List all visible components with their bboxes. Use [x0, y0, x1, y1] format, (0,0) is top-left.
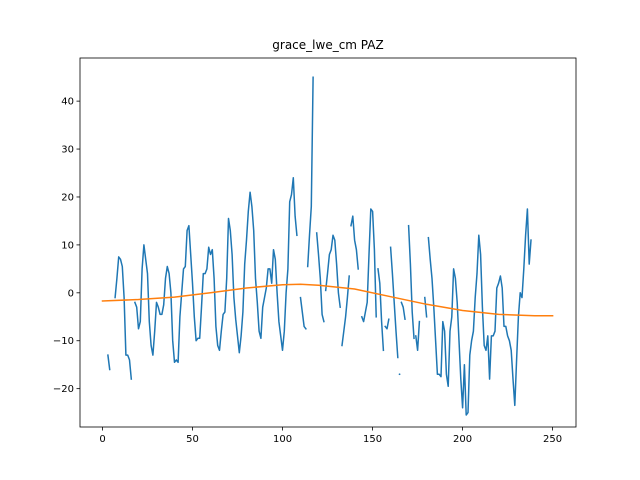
y-tick-label: −10 — [53, 336, 74, 347]
observed-line-segment-7 — [341, 275, 351, 347]
observed-line-segment-9 — [360, 208, 377, 323]
observed-line-segment-4 — [306, 76, 314, 268]
observed-line-segment-11 — [384, 318, 390, 330]
observed-line-segment-0 — [107, 354, 111, 371]
series-layer — [101, 76, 554, 416]
observed-line-segment-14 — [400, 301, 406, 321]
x-tick-label: 0 — [99, 434, 105, 445]
observed-line-segment-5 — [315, 232, 325, 323]
chart-title: grace_lwe_cm PAZ — [272, 38, 383, 52]
y-tick-label: 10 — [61, 240, 74, 251]
axis-layer: 0 50 100 150 200 250 −20 −10 0 10 20 30 40 — [53, 57, 577, 445]
y-tick-label: 20 — [61, 192, 74, 203]
observed-line-segment-6 — [324, 234, 342, 309]
y-tick-label: −20 — [53, 384, 74, 395]
observed-line-segment-18 — [427, 208, 532, 416]
observed-line-segment-17 — [423, 296, 428, 318]
x-tick-label: 50 — [186, 434, 199, 445]
seasonal-line-segment-0 — [101, 283, 554, 317]
y-tick-label: 40 — [61, 97, 74, 108]
x-tick-label: 200 — [453, 434, 472, 445]
x-tick-label: 100 — [273, 434, 292, 445]
x-tick-label: 250 — [543, 434, 562, 445]
observed-line-segment-16 — [414, 320, 421, 352]
observed-line-segment-2 — [133, 177, 298, 364]
observed-line-segment-12 — [389, 246, 399, 359]
y-tick-label: 30 — [61, 145, 74, 156]
observed-line-segment-10 — [377, 268, 385, 352]
observed-line-segment-1 — [114, 256, 133, 380]
y-tick-label: 0 — [68, 288, 74, 299]
plot-frame — [79, 57, 577, 428]
observed-point-13 — [398, 373, 401, 376]
observed-line-segment-3 — [299, 296, 307, 330]
observed-line-segment-15 — [407, 224, 415, 340]
x-tick-label: 150 — [363, 434, 382, 445]
observed-line-segment-8 — [350, 215, 360, 270]
